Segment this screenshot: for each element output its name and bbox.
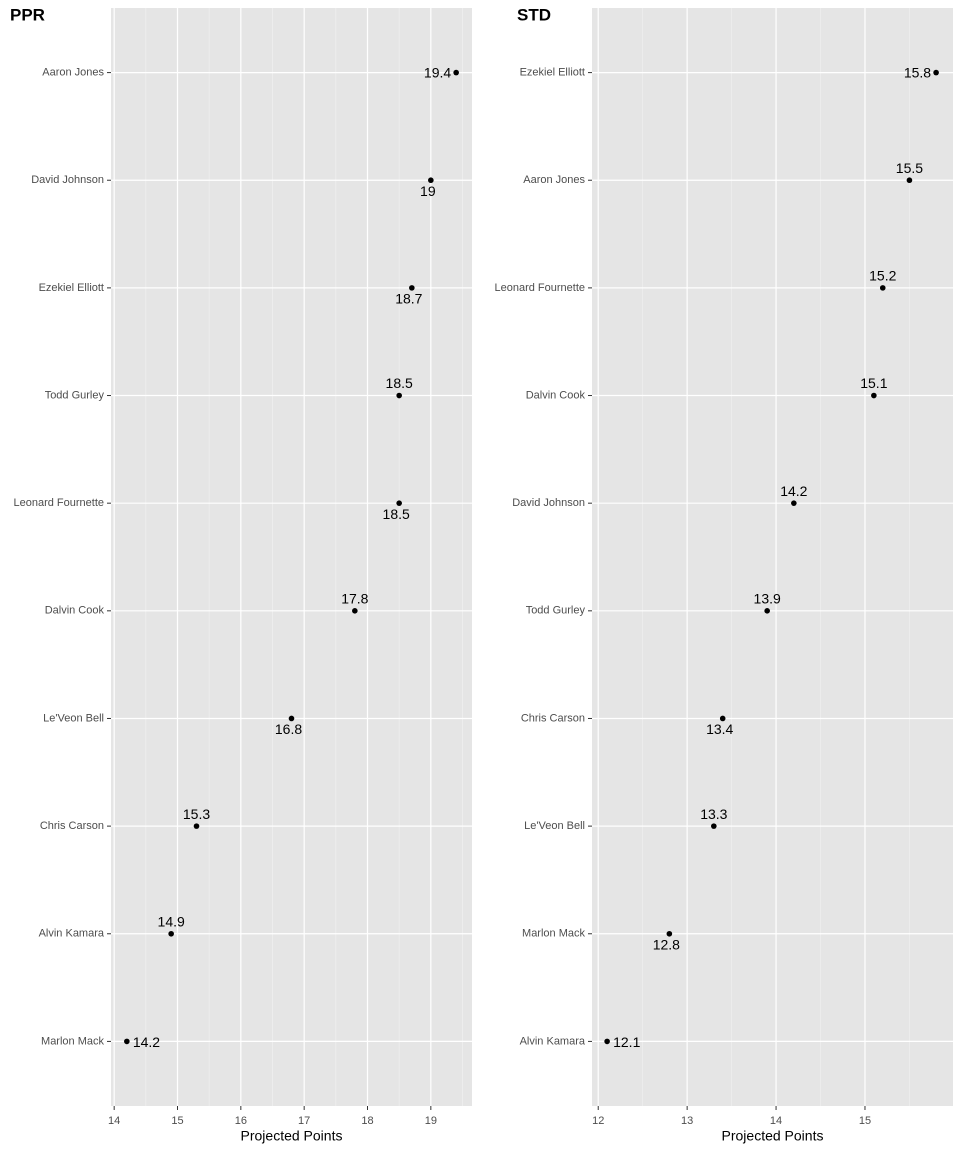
dot — [428, 177, 434, 184]
dot — [396, 500, 402, 506]
x-tick-label: 15 — [859, 1115, 871, 1127]
value-label: 18.7 — [395, 291, 422, 307]
x-axis-title: Projected Points — [722, 1128, 824, 1144]
dot — [193, 823, 200, 829]
value-label: 15.1 — [860, 375, 887, 391]
dot — [719, 715, 726, 722]
x-tick-label: 16 — [235, 1115, 247, 1127]
dot — [288, 715, 295, 722]
value-label: 13.4 — [706, 721, 733, 737]
value-label: 17.8 — [341, 591, 368, 607]
dot — [396, 392, 402, 399]
y-tick-label: Aaron Jones — [523, 174, 585, 186]
value-label: 14.2 — [780, 483, 807, 499]
dot — [352, 608, 358, 614]
plot-background — [592, 8, 953, 1106]
dot — [168, 930, 174, 937]
dot — [906, 177, 913, 184]
y-tick-label: Ezekiel Elliott — [520, 66, 585, 78]
x-axis-title: Projected Points — [241, 1128, 343, 1144]
x-tick-label: 14 — [108, 1115, 120, 1127]
y-tick-label: Ezekiel Elliott — [39, 282, 104, 294]
x-tick-label: 12 — [592, 1115, 604, 1127]
value-label: 12.8 — [653, 936, 680, 952]
y-tick-label: Dalvin Cook — [45, 605, 105, 617]
value-label: 19 — [420, 183, 436, 199]
dot — [933, 69, 939, 76]
y-tick-label: David Johnson — [31, 174, 104, 186]
y-tick-label: Chris Carson — [40, 820, 104, 832]
value-label: 12.1 — [613, 1034, 640, 1050]
dot — [711, 823, 717, 829]
y-tick-label: Marlon Mack — [522, 928, 585, 940]
y-tick-label: Leonard Fournette — [494, 282, 585, 294]
dot — [791, 500, 797, 506]
x-tick-label: 17 — [298, 1115, 310, 1127]
dot — [409, 285, 415, 291]
x-tick-label: 19 — [425, 1115, 437, 1127]
plot-background — [111, 8, 472, 1106]
value-label: 15.3 — [183, 806, 210, 822]
y-tick-label: Aaron Jones — [42, 66, 104, 78]
value-label: 19.4 — [424, 64, 451, 80]
dot — [764, 608, 770, 614]
y-tick-label: Todd Gurley — [526, 605, 586, 617]
value-label: 16.8 — [275, 721, 302, 737]
x-tick-label: 14 — [770, 1115, 782, 1127]
y-tick-label: Alvin Kamara — [520, 1035, 586, 1047]
y-tick-label: Le'Veon Bell — [524, 820, 585, 832]
y-tick-label: Todd Gurley — [45, 389, 105, 401]
value-label: 14.9 — [158, 913, 185, 929]
value-label: 14.2 — [133, 1034, 160, 1050]
y-tick-label: Chris Carson — [521, 712, 585, 724]
value-label: 18.5 — [386, 375, 413, 391]
value-label: 13.9 — [754, 591, 781, 607]
value-label: 15.2 — [869, 268, 896, 284]
dot — [879, 285, 886, 291]
value-label: 13.3 — [700, 806, 727, 822]
chart-title: PPR — [10, 5, 45, 24]
x-tick-label: 18 — [361, 1115, 373, 1127]
value-label: 15.8 — [904, 64, 931, 80]
dot — [604, 1038, 610, 1045]
y-tick-label: Alvin Kamara — [39, 928, 105, 940]
y-tick-label: David Johnson — [512, 497, 585, 509]
x-tick-label: 15 — [171, 1115, 183, 1127]
value-label: 18.5 — [383, 506, 410, 522]
chart-title: STD — [517, 5, 551, 24]
dot — [124, 1038, 130, 1045]
dot — [871, 392, 877, 399]
y-tick-label: Le'Veon Bell — [43, 712, 104, 724]
y-tick-label: Marlon Mack — [41, 1035, 104, 1047]
value-label: 15.5 — [896, 160, 923, 176]
y-tick-label: Dalvin Cook — [526, 389, 586, 401]
x-tick-label: 13 — [681, 1115, 693, 1127]
dot — [666, 930, 673, 937]
dot — [453, 69, 459, 76]
y-tick-label: Leonard Fournette — [13, 497, 104, 509]
